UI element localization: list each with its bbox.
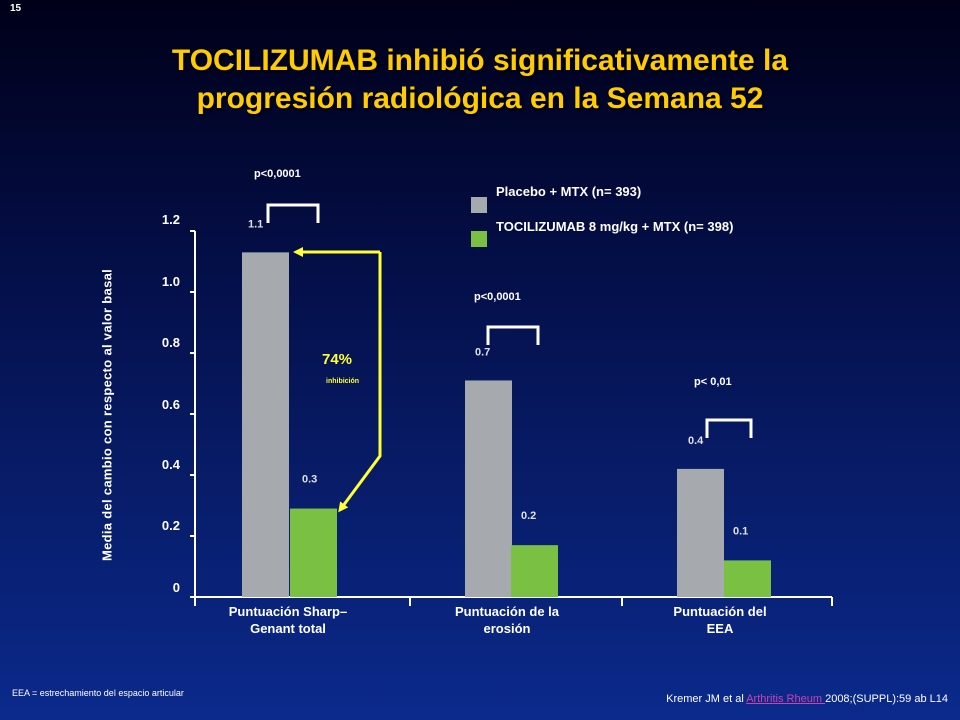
data-label-placebo: 0.7	[475, 346, 490, 358]
data-label-placebo: 0.4	[688, 435, 704, 447]
y-tick-label: 0.8	[161, 335, 180, 350]
significance-bracket	[266, 203, 320, 223]
citation-details: 2008;(SUPPL):59 ab L14	[825, 693, 948, 705]
category-label-line: erosión	[483, 621, 531, 636]
citation-journal-link[interactable]: Arthritis Rheum	[746, 693, 826, 705]
title-line-1: TOCILIZUMAB inhibió significativamente l…	[171, 44, 789, 77]
legend-label-tocilizumab: TOCILIZUMAB 8 mg/kg + MTX (n= 398)	[496, 219, 734, 234]
inhibition-percent: 74%	[322, 351, 353, 368]
p-value-sharp-genant: p<0,0001	[254, 168, 301, 180]
category-label-erosion: Puntuación de la erosión	[417, 603, 597, 637]
significance-bracket	[705, 418, 753, 438]
category-label-sharp-genant: Puntuación Sharp– Genant total	[198, 603, 378, 637]
category-label-line: Puntuación de la	[454, 604, 559, 619]
category-label-eea: Puntuación del EEA	[630, 603, 810, 637]
y-tick-label: 0.4	[161, 457, 180, 472]
citation-authors: Kremer JM et al	[666, 693, 747, 705]
bar-tocilizumab	[511, 545, 558, 597]
slide-title: TOCILIZUMAB inhibió significativamente l…	[40, 42, 920, 118]
data-label-tocilizumab: 0.2	[521, 510, 536, 522]
y-tick-label: 1.0	[161, 274, 180, 289]
bar-placebo	[242, 252, 289, 597]
inhibition-label: inhibición	[326, 378, 360, 385]
data-label-placebo: 1.1	[248, 218, 263, 230]
arrow-line-down	[338, 252, 382, 513]
legend-swatch-tocilizumab	[471, 231, 487, 247]
category-label-line: Puntuación del	[673, 604, 767, 619]
bar-placebo	[677, 468, 724, 597]
footnote: EEA = estrechamiento del espacio articul…	[12, 688, 184, 698]
data-label-tocilizumab: 0.1	[733, 525, 748, 537]
y-tick-label: 0.2	[161, 518, 180, 533]
legend-label-placebo: Placebo + MTX (n= 393)	[496, 184, 642, 199]
p-value-eea: p< 0,01	[694, 376, 732, 388]
slide-number: 15	[10, 3, 22, 14]
citation: Kremer JM et al Arthritis Rheum 2008;(SU…	[666, 693, 948, 705]
category-label-line: Puntuación Sharp–	[228, 604, 348, 619]
data-label-tocilizumab: 0.3	[302, 474, 317, 486]
significance-bracket	[486, 325, 540, 345]
title-line-2: progresión radiológica en la Semana 52	[196, 82, 764, 115]
category-label-line: EEA	[706, 621, 734, 636]
bar-tocilizumab	[290, 508, 337, 597]
y-tick-label: 0.6	[161, 397, 180, 412]
p-value-erosion: p<0,0001	[474, 291, 521, 303]
bar-tocilizumab	[724, 560, 771, 597]
bar-placebo	[465, 380, 512, 597]
legend-swatch-placebo	[471, 197, 487, 213]
y-tick-label: 1.2	[161, 212, 180, 227]
y-tick-label: 0	[172, 580, 180, 595]
category-label-line: Genant total	[250, 621, 326, 636]
